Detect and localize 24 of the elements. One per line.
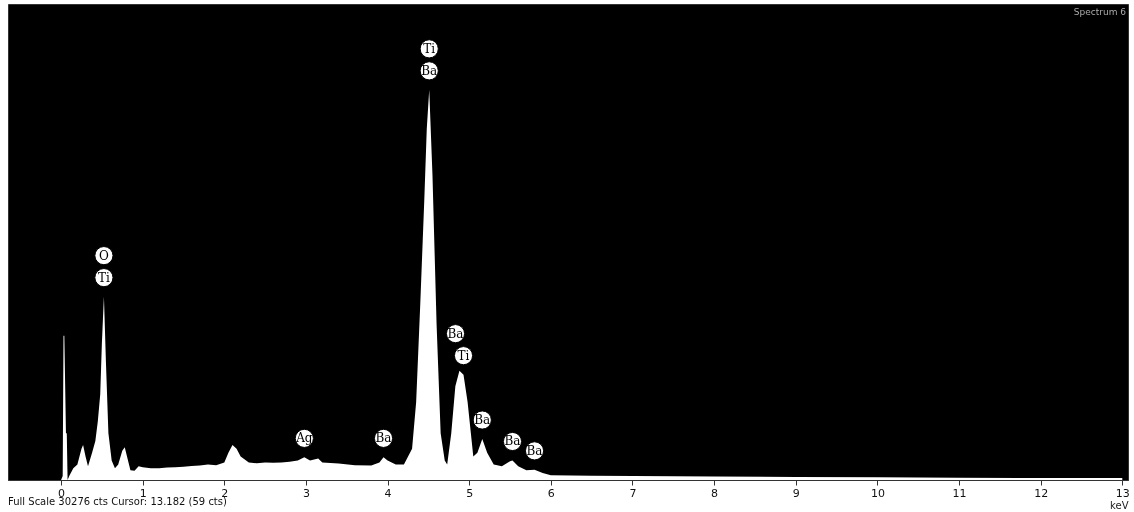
x-tick-label: 7 <box>629 486 637 500</box>
x-axis-title: keV <box>1110 499 1129 511</box>
annotation: Ba <box>447 326 464 341</box>
x-tick-label: 5 <box>466 486 474 500</box>
x-tick-label: 10 <box>870 486 885 500</box>
annotation: Ti <box>457 348 470 363</box>
x-tick-label: 8 <box>711 486 719 500</box>
annotation: Ba <box>375 431 392 446</box>
x-tick-label: 9 <box>792 486 800 500</box>
annotation: Ag <box>295 431 313 446</box>
annotation: Ba <box>474 413 491 428</box>
x-tick-label: 6 <box>547 486 555 500</box>
annotation: Ti <box>98 270 110 285</box>
annotation: Ba <box>421 63 438 78</box>
annotation: Ba <box>504 434 521 449</box>
x-tick-label: 4 <box>384 486 392 500</box>
text: Ti <box>423 41 436 56</box>
chart-title: Spectrum 6 <box>1073 7 1127 17</box>
x-tick-label: 13 <box>1115 486 1130 500</box>
annotation: O <box>99 248 109 263</box>
annotation: Ba <box>526 443 543 458</box>
x-tick-label: 3 <box>302 486 310 500</box>
x-tick-label: 12 <box>1034 486 1049 500</box>
x-tick-label: 11 <box>952 486 967 500</box>
